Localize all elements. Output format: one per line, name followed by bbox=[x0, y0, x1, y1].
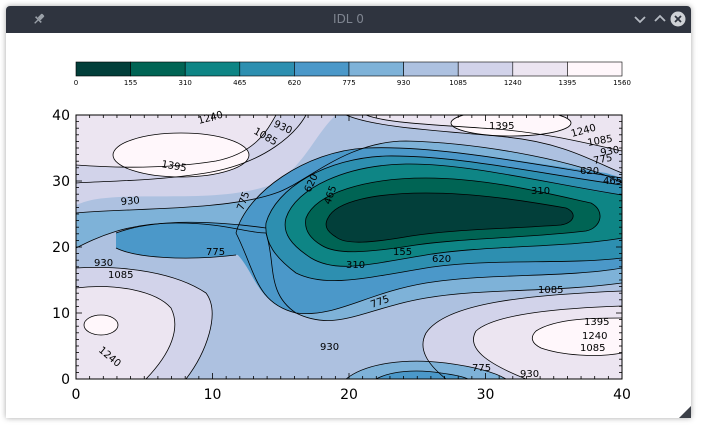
contour-fill-area bbox=[76, 115, 622, 379]
contour-band-620-left bbox=[116, 222, 266, 259]
contour-label: 310 bbox=[346, 260, 365, 271]
contour-label: 775 bbox=[593, 153, 614, 167]
idl-window: IDL 0 0 155 310 465 620 775 930 1085 1240 1395 156… bbox=[6, 6, 691, 418]
colorbar-tick-label: 775 bbox=[342, 79, 355, 87]
contour-label: 465 bbox=[603, 176, 622, 187]
contour-label: 620 bbox=[580, 166, 599, 177]
chevron-up-icon[interactable] bbox=[652, 11, 668, 27]
colorbar-tick-label: 0 bbox=[74, 79, 78, 87]
y-tick-label: 40 bbox=[52, 108, 70, 124]
contour-label: 620 bbox=[432, 254, 451, 265]
chevron-down-icon[interactable] bbox=[632, 11, 648, 27]
colorbar-tick-label: 310 bbox=[179, 79, 192, 87]
colorbar-tick-label: 1560 bbox=[613, 79, 631, 87]
colorbar-tick-label: 1240 bbox=[504, 79, 522, 87]
colorbar-tick-label: 465 bbox=[233, 79, 246, 87]
contour-label: 930 bbox=[520, 369, 539, 380]
colorbar-swatch bbox=[75, 61, 131, 77]
contour-label: 930 bbox=[120, 195, 140, 208]
colorbar-swatch bbox=[512, 61, 568, 77]
colorbar-tick-label: 620 bbox=[288, 79, 301, 87]
contour-label: 310 bbox=[531, 186, 550, 197]
colorbar-tick-label: 930 bbox=[397, 79, 410, 87]
contour-label: 930 bbox=[320, 342, 339, 353]
contour-label: 1395 bbox=[489, 121, 514, 132]
y-tick-label: 0 bbox=[61, 372, 70, 388]
x-tick-label: 40 bbox=[613, 387, 631, 403]
x-tick-label: 20 bbox=[340, 387, 358, 403]
resize-grip[interactable] bbox=[679, 406, 691, 418]
colorbar-swatch bbox=[348, 61, 404, 77]
colorbar: 0 155 310 465 620 775 930 1085 1240 1395 1560 bbox=[74, 61, 631, 87]
colorbar-swatch bbox=[184, 61, 241, 77]
contour-label: 775 bbox=[472, 363, 491, 374]
pin-icon[interactable] bbox=[32, 12, 46, 26]
x-tick-label: 0 bbox=[72, 387, 81, 403]
colorbar-swatch bbox=[130, 61, 186, 77]
title-bar[interactable]: IDL 0 bbox=[6, 6, 691, 33]
plot-canvas: 0 155 310 465 620 775 930 1085 1240 1395 1560 bbox=[6, 33, 691, 418]
contour-band-1395-ul bbox=[113, 133, 249, 177]
contour-label: 1240 bbox=[582, 331, 607, 342]
window-title: IDL 0 bbox=[333, 12, 364, 26]
contour-band-1395-ur bbox=[451, 115, 571, 136]
contour-plot: 0 155 310 465 620 775 930 1085 1240 1395 1560 bbox=[52, 61, 631, 403]
contour-band-0 bbox=[326, 193, 574, 243]
contour-label: 775 bbox=[206, 247, 225, 258]
contour-label: 155 bbox=[393, 247, 412, 258]
close-icon[interactable] bbox=[670, 11, 686, 27]
contour-label: 930 bbox=[600, 145, 621, 159]
colorbar-swatch bbox=[403, 61, 459, 77]
colorbar-tick-label: 155 bbox=[124, 79, 137, 87]
contour-label: 1085 bbox=[580, 343, 605, 354]
colorbar-swatch bbox=[239, 61, 295, 77]
contour-band-620-bottom bbox=[376, 371, 468, 379]
colorbar-tick-label: 1085 bbox=[449, 79, 467, 87]
contour-label: 1395 bbox=[584, 317, 609, 328]
axis-ticks bbox=[75, 114, 623, 380]
axis-labels: 0 10 20 30 40 0 10 20 30 40 bbox=[52, 108, 631, 403]
contour-band-1240-ll bbox=[76, 286, 175, 379]
colorbar-swatch bbox=[457, 61, 514, 77]
contour-label: 930 bbox=[94, 258, 113, 269]
contour-label: 1395 bbox=[160, 159, 187, 174]
x-tick-label: 10 bbox=[204, 387, 222, 403]
y-tick-label: 30 bbox=[52, 174, 70, 190]
colorbar-swatch bbox=[294, 61, 350, 77]
contour-label: 1085 bbox=[538, 285, 563, 296]
colorbar-tick-label: 1395 bbox=[558, 79, 576, 87]
y-tick-label: 20 bbox=[52, 240, 70, 256]
contour-label: 1085 bbox=[108, 270, 133, 281]
colorbar-swatch bbox=[567, 61, 623, 77]
contour-band-1395-lr bbox=[532, 318, 622, 356]
x-tick-label: 30 bbox=[477, 387, 495, 403]
contour-lines bbox=[76, 115, 622, 379]
y-tick-label: 10 bbox=[52, 306, 70, 322]
contour-band-1395-ll bbox=[84, 315, 118, 335]
contour-label: 1085 bbox=[587, 134, 614, 149]
